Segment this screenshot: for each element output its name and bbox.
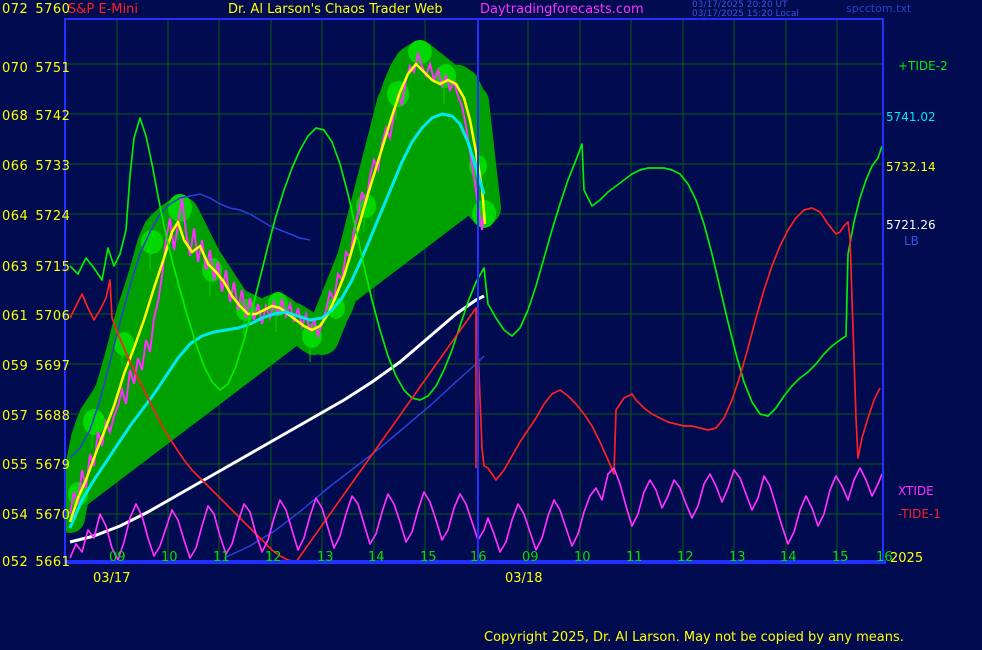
site-label: Daytradingforecasts.com (480, 2, 644, 17)
y-axis-label-11: 052 5661 (2, 555, 71, 570)
x-hour-d2-10: 10 (574, 550, 591, 565)
y-axis-label-1: 070 5751 (2, 61, 71, 76)
y-axis-label-4: 064 5724 (2, 209, 71, 224)
lb-line (69, 294, 485, 544)
legend-white-value: 5721.26 (886, 218, 936, 232)
legend-cyan-value: 5741.02 (886, 110, 936, 124)
x-hour-d1-09: 09 (109, 550, 126, 565)
day-divider-line (477, 18, 479, 564)
x-hour-d1-10: 10 (161, 550, 178, 565)
x-hour-d1-16: 16 (470, 550, 487, 565)
y-axis-label-6: 061 5706 (2, 309, 71, 324)
y-axis-label-3: 066 5733 (2, 159, 71, 174)
legend-lb: LB (904, 234, 919, 248)
x-hour-d2-11: 11 (626, 550, 643, 565)
x-date-day1: 03/17 (93, 571, 131, 586)
tide1-line (69, 207, 881, 563)
x-hour-d1-14: 14 (368, 550, 385, 565)
y-axis-label-5: 063 5715 (2, 260, 71, 275)
x-hour-d2-13: 13 (729, 550, 746, 565)
legend-tide2: +TIDE-2 (898, 59, 948, 73)
x-hour-d2-09: 09 (522, 550, 539, 565)
y-axis-label-10: 054 5670 (2, 508, 71, 523)
timestamp-utc: 03/17/2025 20:20 UT (692, 0, 788, 10)
x-hour-d1-11: 11 (213, 550, 230, 565)
blue-aux-line-2 (223, 355, 485, 559)
copyright-notice: Copyright 2025, Dr. Al Larson. May not b… (484, 630, 904, 645)
x-hour-d2-14: 14 (780, 550, 797, 565)
page-title: Dr. Al Larson's Chaos Trader Web (228, 2, 443, 17)
blue-aux-line (69, 193, 311, 459)
x-hour-d1-15: 15 (420, 550, 437, 565)
y-axis-label-9: 055 5679 (2, 458, 71, 473)
legend-tide1: -TIDE-1 (898, 507, 941, 521)
ma-slow-line (68, 112, 486, 529)
x-hour-d2-12: 12 (677, 550, 694, 565)
datafile-label: spcctom.txt (846, 2, 912, 15)
y-axis-label-8: 057 5688 (2, 409, 71, 424)
year-label: 2025 (890, 551, 924, 566)
legend-xtide: XTIDE (898, 484, 934, 498)
timestamp-local: 03/17/2025 15:20 Local (692, 9, 799, 19)
x-date-day2: 03/18 (505, 571, 543, 586)
x-hour-d1-13: 13 (317, 550, 334, 565)
x-hour-d1-12: 12 (265, 550, 282, 565)
y-axis-label-0: 072 5760 (2, 2, 71, 17)
legend-yellow-value: 5732.14 (886, 160, 936, 174)
x-axis-baseline (64, 560, 886, 564)
x-hour-d2-15: 15 (832, 550, 849, 565)
y-axis-label-2: 068 5742 (2, 109, 71, 124)
chart-plot-area (64, 18, 884, 564)
x-hour-d2-16: 16 (876, 550, 893, 565)
tide2-line (69, 117, 883, 417)
y-axis-label-7: 059 5697 (2, 359, 71, 374)
symbol-label: S&P E-Mini (68, 2, 138, 17)
